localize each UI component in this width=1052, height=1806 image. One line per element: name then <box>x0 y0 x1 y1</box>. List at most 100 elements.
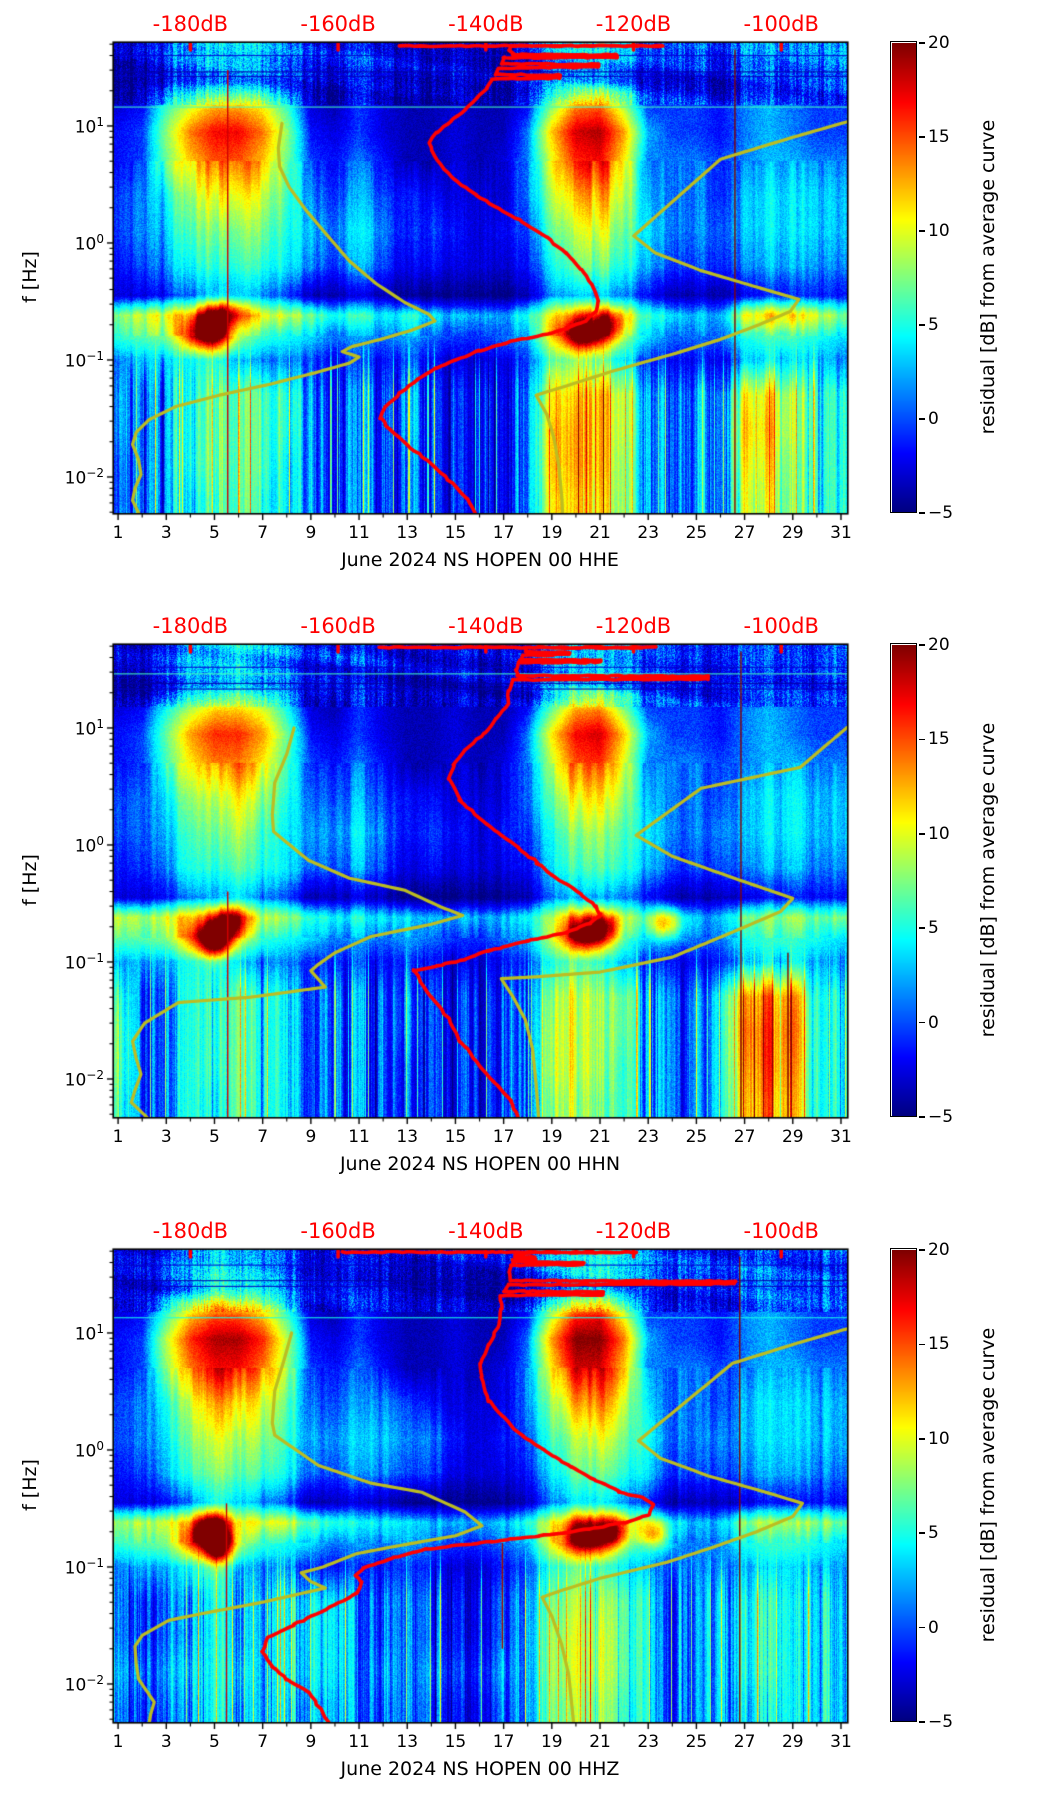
y-tick-label: 10−2 <box>64 1672 104 1696</box>
top-axis-db-label: -100dB <box>743 614 819 638</box>
colorbar-tick-label: −5 <box>928 1107 954 1127</box>
x-tick-label: 15 <box>444 1127 467 1147</box>
colorbar-canvas <box>892 645 917 1117</box>
x-tick-label: 17 <box>492 523 515 543</box>
x-tick-label: 13 <box>396 523 419 543</box>
colorbar-tick <box>919 738 925 741</box>
x-tick-label: 17 <box>492 1732 515 1752</box>
colorbar-canvas <box>892 1250 917 1722</box>
colorbar-tick <box>919 1626 925 1629</box>
x-tick-label: 3 <box>160 523 172 543</box>
x-tick-label: 19 <box>540 523 563 543</box>
colorbar-tick-label: 5 <box>928 315 939 335</box>
top-axis-db-label: -160dB <box>300 12 376 36</box>
colorbar-tick-label: 15 <box>928 127 950 147</box>
colorbar-tick-label: 20 <box>928 33 950 53</box>
colorbar-tick-label: 10 <box>928 823 950 844</box>
x-tick-label: 23 <box>637 1732 660 1752</box>
x-tick-label: 25 <box>685 1127 708 1147</box>
colorbar-label: residual [dB] from average curve <box>977 722 999 1038</box>
x-tick-label: 11 <box>348 523 370 543</box>
x-tick-label: 1 <box>112 1732 124 1752</box>
colorbar-tick-label: 5 <box>928 918 939 939</box>
x-tick-label: 9 <box>305 1732 317 1752</box>
x-tick-label: 11 <box>348 1732 370 1752</box>
colorbar-tick-label: 0 <box>928 1012 939 1033</box>
x-tick-label: 11 <box>348 1127 370 1147</box>
x-tick-label: 19 <box>540 1127 563 1147</box>
x-tick-label: 13 <box>396 1127 419 1147</box>
colorbar-tick-label: −5 <box>928 503 954 523</box>
x-tick-label: 27 <box>733 1732 756 1752</box>
top-axis-db-label: -100dB <box>743 12 819 36</box>
top-axis-db-label: -100dB <box>743 1219 819 1243</box>
colorbar-tick <box>919 1116 925 1118</box>
colorbar-tick-label: 15 <box>928 729 950 750</box>
colorbar-tick <box>919 1721 925 1723</box>
colorbar-tick <box>919 512 925 514</box>
colorbar-tick-label: 20 <box>928 1240 950 1260</box>
y-tick-label: 10−1 <box>64 348 104 372</box>
y-tick-label: 100 <box>74 231 104 255</box>
colorbar-tick <box>919 833 925 835</box>
colorbar-frame <box>890 1248 918 1723</box>
top-axis-db-label: -140dB <box>448 614 524 638</box>
x-tick-label: 9 <box>305 1127 317 1147</box>
x-tick-label: 13 <box>396 1732 419 1752</box>
x-tick-label: 31 <box>830 523 852 543</box>
spectrogram-canvas-hhn <box>100 631 861 1131</box>
x-tick-label: 27 <box>733 523 756 543</box>
y-tick-label: 10−2 <box>64 1067 104 1091</box>
colorbar-tick-label: 0 <box>928 1617 939 1638</box>
colorbar-canvas <box>892 43 917 513</box>
colorbar-label: residual [dB] from average curve <box>977 119 999 435</box>
x-tick-label: 5 <box>209 1127 220 1147</box>
x-tick-label: 31 <box>830 1732 852 1752</box>
x-tick-label: 3 <box>160 1732 172 1752</box>
x-tick-label: 23 <box>637 523 660 543</box>
x-tick-label: 15 <box>444 1732 467 1752</box>
y-axis-label: f [Hz] <box>19 1459 41 1511</box>
x-tick-label: 3 <box>160 1127 172 1147</box>
spectrogram-canvas-hhe <box>100 29 861 527</box>
colorbar-tick-label: 10 <box>928 221 950 241</box>
x-axis-title: June 2024 NS HOPEN 00 HHE <box>341 549 619 571</box>
x-tick-label: 23 <box>637 1127 660 1147</box>
y-tick-label: 101 <box>74 114 104 138</box>
top-axis-db-label: -120dB <box>595 614 672 638</box>
x-tick-label: 29 <box>781 1127 804 1147</box>
x-tick-label: 25 <box>685 1732 708 1752</box>
x-axis-title: June 2024 NS HOPEN 00 HHZ <box>340 1758 620 1780</box>
colorbar-tick <box>919 324 925 326</box>
colorbar-tick <box>919 1021 925 1024</box>
x-tick-label: 7 <box>257 523 269 543</box>
x-tick-label: 21 <box>589 523 611 543</box>
x-tick-label: 1 <box>112 523 124 543</box>
colorbar-label: residual [dB] from average curve <box>977 1327 999 1643</box>
colorbar-tick <box>919 1438 925 1440</box>
x-tick-label: 29 <box>781 1732 804 1752</box>
x-tick-label: 31 <box>830 1127 852 1147</box>
colorbar-tick-label: 0 <box>928 409 939 429</box>
colorbar-frame <box>890 41 918 514</box>
y-tick-label: 100 <box>74 1438 104 1462</box>
top-axis-db-label: -120dB <box>595 12 672 36</box>
colorbar-tick <box>919 644 925 646</box>
top-axis-db-label: -180dB <box>152 1219 229 1243</box>
x-tick-label: 5 <box>209 523 220 543</box>
x-tick-label: 1 <box>112 1127 124 1147</box>
y-tick-label: 100 <box>74 833 104 857</box>
colorbar-tick <box>919 1343 925 1346</box>
x-tick-label: 25 <box>685 523 708 543</box>
y-tick-label: 10−1 <box>64 950 104 974</box>
colorbar-tick-label: 10 <box>928 1428 950 1449</box>
top-axis-db-label: -160dB <box>300 614 376 638</box>
x-axis-title: June 2024 NS HOPEN 00 HHN <box>339 1153 621 1175</box>
colorbar-tick <box>919 42 925 44</box>
y-tick-label: 10−1 <box>64 1555 104 1579</box>
x-tick-label: 19 <box>540 1732 563 1752</box>
top-axis-db-label: -140dB <box>448 1219 524 1243</box>
x-tick-label: 21 <box>589 1732 611 1752</box>
x-tick-label: 17 <box>492 1127 515 1147</box>
